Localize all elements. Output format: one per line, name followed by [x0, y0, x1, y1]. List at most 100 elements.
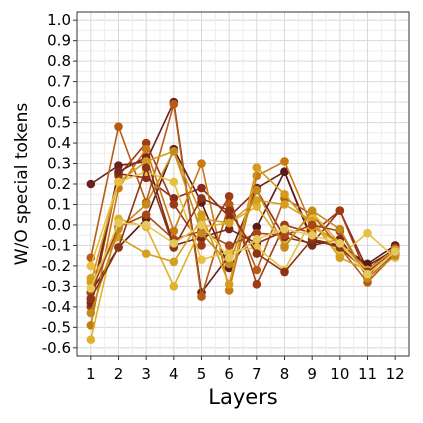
- data-point: [252, 249, 262, 258]
- data-point: [169, 146, 179, 156]
- x-tick-label: 10: [330, 365, 349, 383]
- data-point: [224, 286, 234, 295]
- y-tick-label: -0.3: [42, 277, 71, 295]
- data-point: [197, 228, 206, 238]
- y-axis-label: W/O special tokens: [12, 103, 32, 266]
- data-point: [86, 179, 96, 189]
- y-tick-label: -0.1: [42, 236, 71, 254]
- x-tick-label: 6: [224, 365, 234, 383]
- data-point: [335, 239, 345, 248]
- data-point: [169, 282, 179, 291]
- x-tick-label: 12: [386, 365, 405, 383]
- data-point: [141, 200, 151, 209]
- data-point: [169, 99, 179, 109]
- data-point: [252, 234, 262, 244]
- data-point: [280, 230, 289, 240]
- data-point: [169, 177, 179, 187]
- data-point: [252, 228, 262, 238]
- y-tick-label: 0.8: [47, 52, 71, 70]
- data-point: [363, 259, 372, 269]
- data-point: [169, 226, 179, 236]
- data-point: [252, 265, 262, 275]
- y-tick-label: 1.0: [47, 11, 71, 29]
- data-point: [224, 280, 234, 289]
- y-tick-label: 0.4: [47, 134, 71, 152]
- x-tick-label: 2: [114, 365, 124, 383]
- data-point: [280, 200, 289, 209]
- x-axis-ticks: 1 2 3 4 5 6 7 8 9 10 11 12: [86, 356, 405, 383]
- data-point: [224, 241, 234, 250]
- data-point: [224, 224, 234, 234]
- series-line: [90, 199, 396, 279]
- data-point: [280, 167, 289, 177]
- series-line: [90, 150, 396, 314]
- data-point: [86, 294, 96, 303]
- data-point: [141, 144, 151, 154]
- y-tick-label: 0.1: [47, 195, 71, 213]
- series-line: [90, 166, 396, 300]
- data-point: [141, 220, 151, 230]
- y-tick-label: 0.3: [47, 155, 71, 173]
- data-point: [197, 292, 206, 301]
- data-point: [141, 157, 151, 166]
- data-point: [307, 241, 317, 250]
- y-tick-label: -0.2: [42, 257, 71, 275]
- data-point: [86, 284, 96, 293]
- series-line: [90, 222, 396, 289]
- data-point: [224, 206, 234, 215]
- data-point: [86, 335, 96, 344]
- data-point: [252, 280, 262, 289]
- x-tick-label: 3: [141, 365, 151, 383]
- data-point: [224, 191, 234, 201]
- data-point: [280, 189, 289, 199]
- data-point: [224, 259, 234, 269]
- y-tick-label: 0.7: [47, 73, 71, 91]
- data-point: [114, 243, 123, 252]
- data-point: [169, 239, 179, 248]
- data-point: [280, 157, 289, 166]
- y-tick-label: 0.9: [47, 32, 71, 50]
- series-line: [90, 156, 396, 303]
- x-axis-label: Layers: [208, 385, 278, 409]
- y-tick-label: 0.2: [47, 175, 71, 193]
- series-layer: [86, 97, 400, 344]
- data-point: [114, 161, 123, 170]
- data-point: [335, 224, 345, 234]
- data-point: [335, 253, 345, 263]
- data-point: [197, 159, 206, 168]
- data-point: [280, 243, 289, 252]
- y-tick-label: -0.5: [42, 318, 71, 336]
- x-tick-label: 8: [280, 365, 290, 383]
- y-tick-label: 0.0: [47, 216, 71, 234]
- data-point: [86, 261, 96, 271]
- data-point: [86, 308, 96, 318]
- data-point: [252, 185, 262, 195]
- data-point: [280, 267, 289, 277]
- data-point: [252, 222, 262, 232]
- data-point: [224, 218, 234, 228]
- data-point: [252, 196, 262, 205]
- data-point: [307, 220, 317, 230]
- data-point: [197, 220, 206, 230]
- data-point: [252, 202, 262, 211]
- data-point: [114, 167, 123, 177]
- x-tick-label: 9: [307, 365, 317, 383]
- data-point: [141, 138, 151, 148]
- y-tick-label: 0.5: [47, 114, 71, 132]
- y-tick-label: 0.6: [47, 93, 71, 111]
- data-point: [252, 163, 262, 172]
- data-point: [197, 241, 206, 250]
- data-point: [363, 269, 372, 279]
- data-point: [280, 224, 289, 234]
- series-line: [90, 142, 396, 308]
- y-axis-ticks: 1.0 0.9 0.8 0.7 0.6 0.5 0.4 0.3 0.2 0.1 0.0 -0.1 -0.…: [42, 11, 77, 357]
- data-point: [224, 200, 234, 209]
- data-point: [114, 177, 123, 187]
- series-15: [86, 218, 400, 293]
- data-point: [86, 273, 96, 283]
- data-point: [197, 194, 206, 203]
- data-point: [197, 214, 206, 224]
- x-tick-label: 5: [197, 365, 207, 383]
- data-point: [141, 249, 151, 258]
- data-point: [169, 200, 179, 209]
